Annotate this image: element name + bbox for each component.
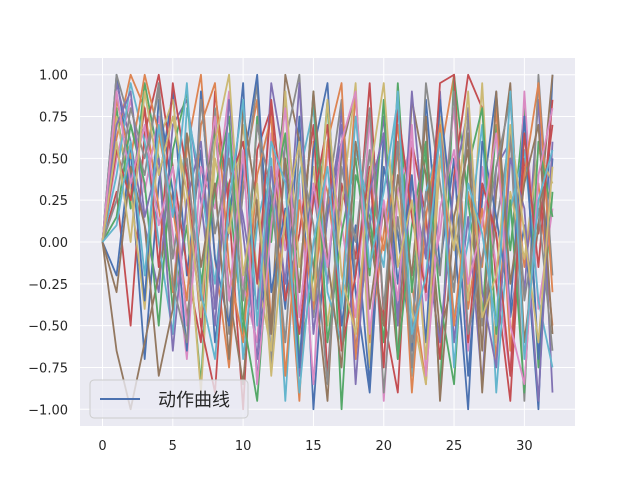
y-axis-ticks: −1.00 −0.75 −0.50 −0.25 0.00 0.25 0.50 0.75 1.00 xyxy=(28,69,68,419)
legend-entry-label: 动作曲线 xyxy=(158,390,230,411)
x-tick-label: 25 xyxy=(446,439,463,454)
y-tick-label: −1.00 xyxy=(28,403,68,418)
y-tick-label: −0.75 xyxy=(28,361,68,376)
x-tick-label: 20 xyxy=(375,439,392,454)
x-tick-label: 5 xyxy=(169,439,177,454)
y-tick-label: −0.25 xyxy=(28,278,68,293)
series-line-17 xyxy=(101,90,554,386)
y-tick-label: 0.00 xyxy=(39,236,68,251)
x-tick-label: 0 xyxy=(98,439,106,454)
y-tick-label: 0.50 xyxy=(39,152,68,167)
y-tick-label: 0.75 xyxy=(39,111,68,126)
x-tick-label: 15 xyxy=(305,439,322,454)
x-axis-ticks: 0 5 10 15 20 25 30 xyxy=(98,439,532,454)
legend-box xyxy=(89,379,249,419)
series-line-12 xyxy=(101,90,554,402)
series-lines xyxy=(101,73,554,411)
x-tick-label: 10 xyxy=(235,439,252,454)
y-tick-label: 0.25 xyxy=(39,194,68,209)
series-line-19 xyxy=(101,82,554,394)
x-tick-label: 30 xyxy=(516,439,533,454)
y-tick-label: 1.00 xyxy=(39,69,68,84)
series-line-18 xyxy=(101,73,554,377)
y-tick-label: −0.50 xyxy=(28,320,68,335)
legend: 动作曲线 xyxy=(89,379,249,419)
